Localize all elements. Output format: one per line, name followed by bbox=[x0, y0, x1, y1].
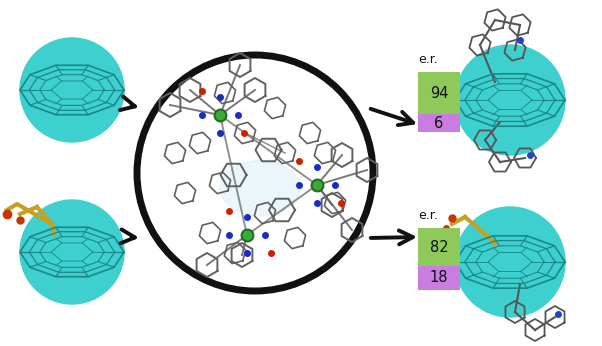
Bar bbox=[418, 72, 460, 114]
Bar bbox=[418, 266, 460, 290]
Text: 18: 18 bbox=[430, 271, 448, 285]
Bar bbox=[418, 228, 460, 266]
Text: 6: 6 bbox=[435, 116, 444, 130]
Text: e.r.: e.r. bbox=[418, 53, 438, 66]
Circle shape bbox=[455, 45, 565, 155]
Text: 94: 94 bbox=[430, 85, 448, 100]
Ellipse shape bbox=[220, 161, 300, 216]
Circle shape bbox=[455, 207, 565, 317]
Bar bbox=[418, 114, 460, 132]
Text: e.r.: e.r. bbox=[418, 209, 438, 222]
Circle shape bbox=[20, 200, 124, 304]
Text: 82: 82 bbox=[430, 239, 448, 255]
Circle shape bbox=[20, 38, 124, 142]
